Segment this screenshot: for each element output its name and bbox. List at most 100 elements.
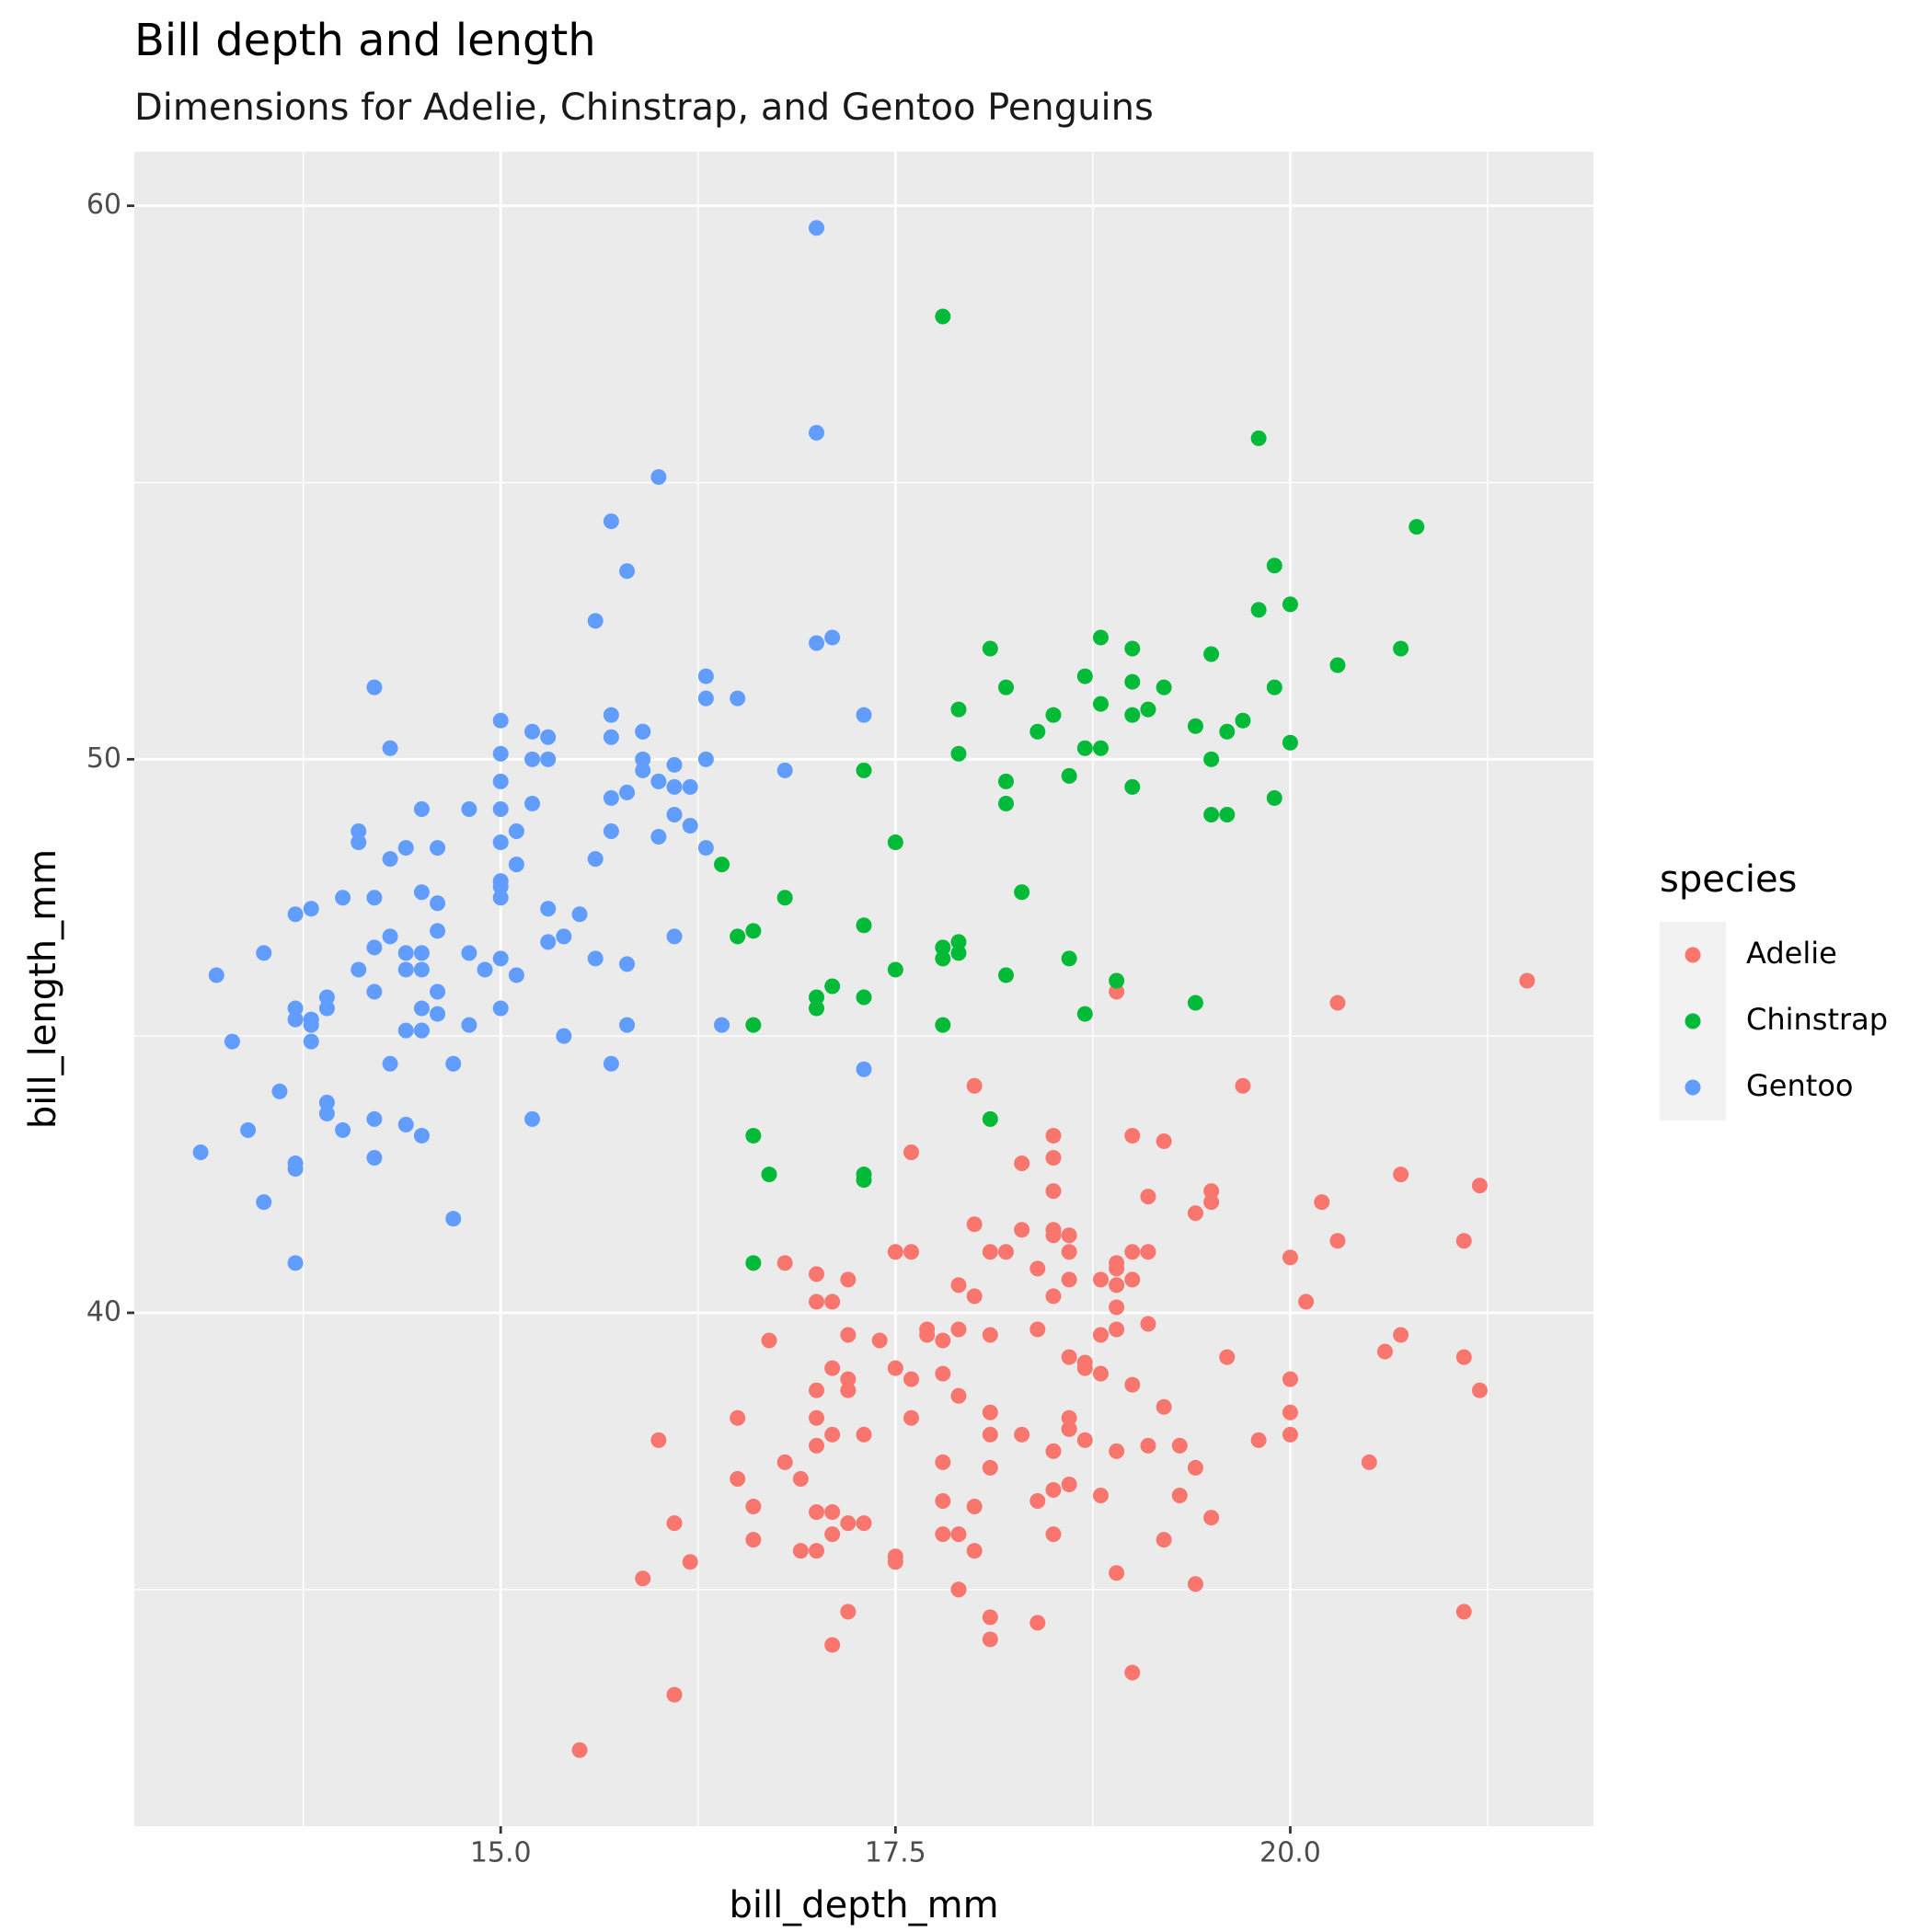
point <box>1109 983 1125 1000</box>
point <box>1092 696 1109 712</box>
point <box>1187 1459 1203 1476</box>
point <box>413 800 430 817</box>
point <box>887 1244 903 1260</box>
point <box>650 1432 667 1448</box>
point <box>809 1543 825 1559</box>
point <box>1061 1271 1077 1288</box>
point <box>477 961 493 978</box>
point <box>1219 1349 1236 1365</box>
point <box>966 1499 983 1515</box>
point <box>1282 734 1298 751</box>
point <box>1156 1398 1172 1415</box>
point <box>508 857 524 873</box>
point <box>366 1110 383 1127</box>
point <box>714 1017 730 1033</box>
legend-marker <box>1685 947 1701 963</box>
point <box>540 901 557 917</box>
point <box>382 928 398 945</box>
point <box>366 983 383 1000</box>
point <box>1376 1343 1393 1360</box>
point <box>1092 1271 1109 1288</box>
point <box>413 884 430 901</box>
point <box>1061 767 1077 784</box>
point <box>809 1504 825 1521</box>
point <box>366 1150 383 1167</box>
point <box>524 723 541 740</box>
point <box>840 1371 857 1387</box>
point <box>1014 1426 1030 1443</box>
point <box>1045 1443 1062 1459</box>
y-axis-label: bill_length_mm <box>22 849 64 1129</box>
point <box>1266 789 1282 806</box>
point <box>887 961 903 978</box>
point <box>492 800 509 817</box>
point <box>1187 718 1203 734</box>
point <box>1061 1244 1077 1260</box>
point <box>824 978 841 995</box>
point <box>524 751 541 767</box>
point <box>430 923 446 939</box>
point <box>1314 1194 1330 1211</box>
point <box>871 1332 888 1349</box>
point <box>666 1515 683 1532</box>
point <box>1393 1167 1409 1183</box>
point <box>413 1000 430 1017</box>
point <box>351 823 367 840</box>
point <box>966 1216 983 1233</box>
point <box>1171 1437 1188 1454</box>
point <box>256 945 272 961</box>
point <box>1393 640 1409 657</box>
point <box>524 795 541 811</box>
point <box>809 1294 825 1310</box>
point <box>492 1000 509 1017</box>
point <box>730 928 746 945</box>
point <box>1187 1576 1203 1593</box>
point <box>1471 1178 1488 1194</box>
point <box>366 890 383 906</box>
point <box>335 890 351 906</box>
point <box>856 1167 872 1183</box>
point <box>1076 740 1093 756</box>
point <box>1109 1260 1125 1277</box>
point <box>192 1144 209 1160</box>
point <box>682 818 698 834</box>
point <box>935 1017 951 1033</box>
point <box>461 1017 477 1033</box>
point <box>1140 1437 1156 1454</box>
point <box>982 1459 998 1476</box>
point <box>1187 1205 1203 1222</box>
point <box>792 1470 809 1487</box>
point <box>382 851 398 868</box>
point <box>997 967 1014 983</box>
point <box>397 840 414 857</box>
point <box>745 1499 762 1515</box>
point <box>619 956 636 972</box>
point <box>635 762 651 778</box>
point <box>1329 657 1346 673</box>
point <box>1361 1454 1377 1470</box>
point <box>492 834 509 851</box>
point <box>1124 1244 1141 1260</box>
point <box>603 1055 619 1072</box>
point <box>903 1144 919 1160</box>
point <box>492 890 509 906</box>
point <box>1235 1077 1251 1094</box>
point <box>508 967 524 983</box>
point <box>982 1404 998 1420</box>
point <box>903 1244 919 1260</box>
point <box>366 679 383 696</box>
point <box>856 917 872 934</box>
point <box>1029 1260 1046 1277</box>
point <box>950 701 967 718</box>
point <box>1109 1277 1125 1294</box>
legend-label: Adelie <box>1746 936 1837 971</box>
point <box>824 1360 841 1376</box>
point <box>1061 950 1077 967</box>
point <box>697 668 714 684</box>
point <box>1124 1127 1141 1144</box>
point <box>635 723 651 740</box>
point <box>1124 640 1141 657</box>
point <box>445 1211 462 1227</box>
point <box>997 679 1014 696</box>
point <box>461 800 477 817</box>
